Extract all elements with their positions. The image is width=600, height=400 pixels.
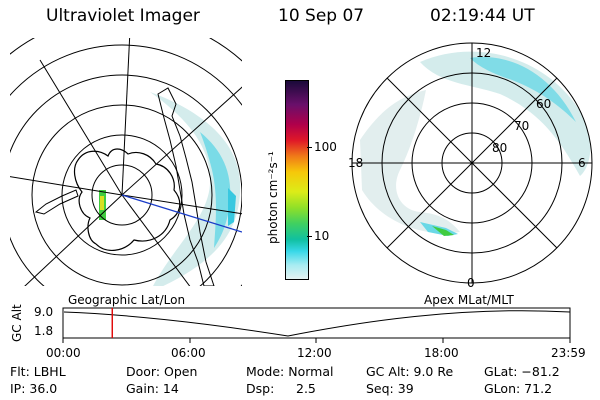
time-label: 02:19:44 UT (430, 6, 535, 26)
status-glon: GLon: 71.2 (484, 381, 553, 396)
polar-grid (351, 42, 593, 284)
alt-tick-high: 9.0 (34, 305, 54, 319)
status-glat: GLat: −81.2 (484, 364, 560, 379)
aurora-oval (200, 132, 231, 248)
antarctica-outline (73, 148, 181, 251)
status-door: Door: Open (126, 364, 198, 379)
aurora-edge (228, 188, 236, 226)
time-tick-0000: 00:00 (46, 346, 81, 360)
colorbar-tick-10 (307, 236, 312, 237)
latitude-circles (10, 38, 242, 286)
mlt-label-12: 12 (476, 46, 492, 60)
aurora-band-yellow (100, 196, 104, 210)
colorbar (285, 80, 309, 280)
alt-plot-frame (62, 307, 571, 339)
date-label: 10 Sep 07 (278, 6, 365, 26)
colorbar-label-100: 100 (314, 140, 337, 154)
status-gain: Gain: 14 (126, 381, 179, 396)
colorbar-tick-100 (307, 147, 312, 148)
status-seq: Seq: 39 (366, 381, 414, 396)
time-tick-1800: 18:00 (424, 346, 459, 360)
app-title: Ultraviolet Imager (46, 6, 200, 26)
status-mode: Mode: Normal (246, 364, 334, 379)
status-gc-alt: GC Alt: 9.0 Re (366, 364, 454, 379)
alt-tick-low: 1.8 (34, 324, 54, 338)
peninsula-outline (34, 189, 79, 215)
time-tick-2359: 23:59 (551, 346, 586, 360)
colorbar-label-10: 10 (314, 229, 330, 243)
time-tick-0600: 06:00 (171, 346, 206, 360)
geographic-label: Geographic Lat/Lon (68, 293, 186, 307)
status-filter: Flt: LBHL (10, 364, 66, 379)
aurora-haze-upper (420, 51, 591, 176)
mlat-label-60: 60 (536, 97, 552, 111)
mlt-label-6: 6 (578, 156, 586, 170)
time-tick-1200: 12:00 (297, 346, 332, 360)
status-ip: IP: 36.0 (10, 381, 58, 396)
alt-x-ticks (62, 338, 571, 343)
status-dsp-value: 2.5 (296, 381, 316, 396)
mlt-label-18: 18 (348, 156, 364, 170)
south-america-outline (157, 87, 215, 286)
aurora-oval-upper (470, 57, 576, 122)
apex-label: Apex MLat/MLT (424, 293, 514, 307)
satellite-track (121, 194, 242, 233)
aurora-haze-left (360, 90, 460, 234)
meridian-lines (10, 38, 242, 286)
status-dsp-label: Dsp: (246, 381, 275, 396)
mlat-label-70: 70 (514, 119, 530, 133)
aurora-patch-green (432, 226, 454, 236)
alt-curve (63, 310, 571, 337)
mlat-label-80: 80 (492, 141, 508, 155)
mlt-label-0: 0 (467, 276, 475, 290)
